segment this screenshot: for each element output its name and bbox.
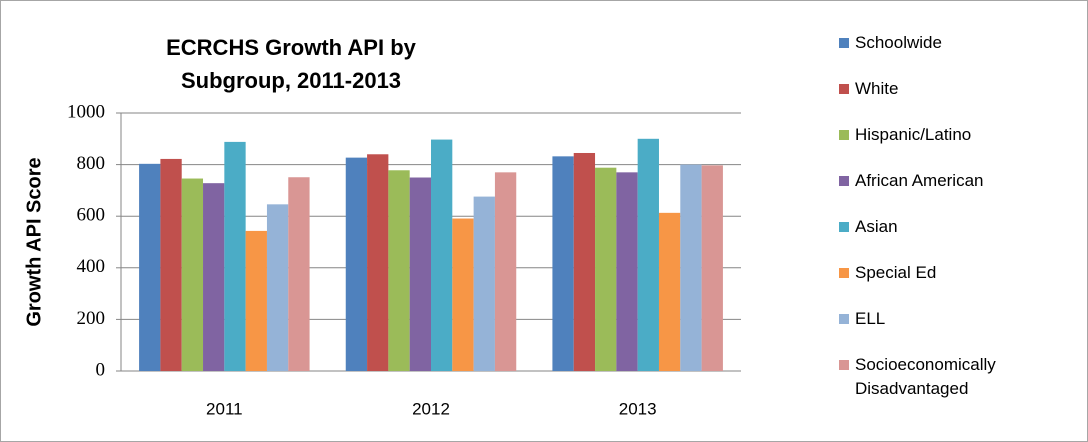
legend-swatch: [839, 314, 849, 324]
bar: [595, 167, 617, 371]
legend-label: Special Ed: [855, 263, 937, 282]
y-tick-label: 400: [77, 256, 106, 277]
bar: [345, 157, 368, 371]
x-tick-label: 2011: [206, 399, 243, 418]
legend-entry: Special Ed: [837, 261, 1077, 307]
y-tick-label: 200: [77, 308, 106, 329]
bar: [245, 230, 267, 371]
legend-label: ELL: [855, 309, 886, 328]
legend-entry: Socioeconomically Disadvantaged: [837, 353, 1077, 399]
legend-entry: Schoolwide: [837, 31, 1077, 77]
legend-label: Schoolwide: [855, 33, 942, 52]
legend-entry: Asian: [837, 215, 1077, 261]
legend-label: Socioeconomically Disadvantaged: [855, 355, 996, 398]
bar: [139, 163, 161, 371]
legend: Schoolwide White Hispanic/Latino African Am…: [837, 31, 1077, 399]
bar: [452, 218, 474, 371]
bar: [494, 172, 517, 371]
y-axis-label: Growth API Score: [23, 157, 45, 326]
x-tick-label: 2013: [619, 399, 657, 418]
chart-title: ECRCHS Growth API by Subgroup, 2011-2013: [166, 35, 416, 93]
bar: [431, 139, 453, 371]
legend-entry: ELL: [837, 307, 1077, 353]
bar: [288, 177, 310, 371]
bar: [658, 212, 681, 371]
legend-entry: White: [837, 77, 1077, 123]
bar: [203, 183, 225, 371]
y-tick-label: 600: [77, 205, 106, 226]
legend-label: Hispanic/Latino: [855, 125, 972, 144]
legend-swatch: [839, 222, 849, 232]
bar: [616, 172, 638, 371]
legend-label: African American: [855, 171, 984, 190]
legend-swatch: [839, 360, 849, 370]
legend-swatch: [839, 176, 849, 186]
x-tick-label: 2012: [412, 399, 450, 418]
legend-entry: African American: [837, 169, 1077, 215]
y-tick-label: 0: [96, 359, 106, 380]
legend-swatch: [839, 38, 849, 48]
bar: [701, 165, 723, 371]
bar: [473, 196, 495, 371]
legend-label: Asian: [855, 217, 898, 236]
bar: [573, 152, 596, 371]
bar: [680, 164, 702, 371]
y-tick-label: 800: [77, 153, 106, 174]
y-tick-label: 1000: [67, 101, 105, 122]
legend-swatch: [839, 130, 849, 140]
legend-swatch: [839, 84, 849, 94]
bar: [367, 154, 389, 371]
bar: [266, 204, 289, 371]
legend-entry: Hispanic/Latino: [837, 123, 1077, 169]
legend-swatch: [839, 268, 849, 278]
bar: [552, 156, 574, 371]
bar: [409, 177, 431, 371]
bar: [388, 170, 410, 371]
bar: [224, 141, 246, 371]
bar: [181, 178, 204, 371]
legend-label: White: [855, 79, 899, 98]
bar: [160, 158, 182, 371]
bar: [637, 138, 659, 371]
